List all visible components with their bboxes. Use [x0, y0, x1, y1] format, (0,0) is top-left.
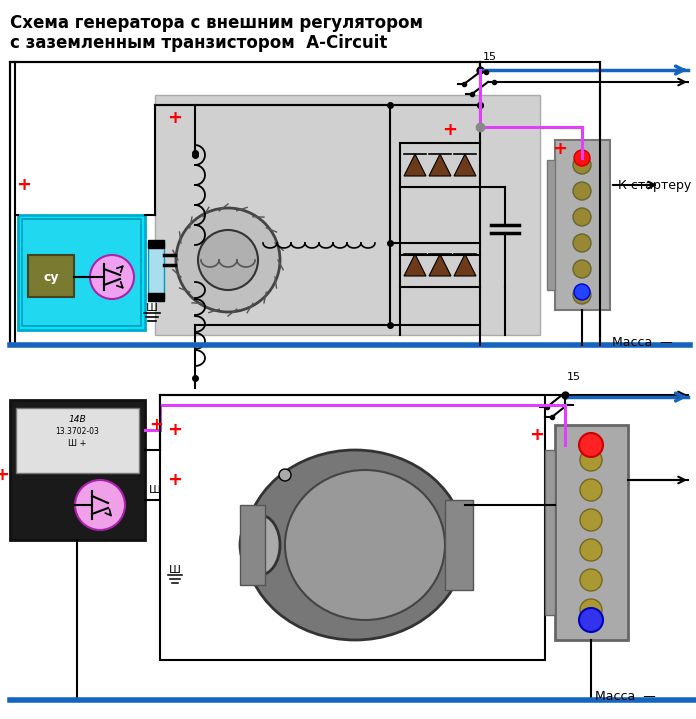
- Circle shape: [573, 260, 591, 278]
- Bar: [160, 395, 545, 660]
- Text: 14В: 14В: [68, 416, 86, 424]
- Text: Масса  —: Масса —: [612, 336, 673, 349]
- Circle shape: [580, 539, 602, 561]
- Circle shape: [580, 479, 602, 501]
- Bar: [10, 400, 145, 540]
- Text: К стартеру: К стартеру: [618, 178, 691, 191]
- Bar: [545, 450, 555, 615]
- Bar: [148, 242, 164, 300]
- Circle shape: [574, 284, 590, 300]
- Bar: [148, 240, 164, 248]
- Circle shape: [580, 449, 602, 471]
- Bar: [445, 500, 473, 590]
- Circle shape: [580, 509, 602, 531]
- Text: +: +: [149, 416, 163, 434]
- Text: Ш: Ш: [169, 565, 181, 575]
- Text: с заземленным транзистором  A-Circuit: с заземленным транзистором A-Circuit: [10, 34, 388, 52]
- Circle shape: [573, 286, 591, 304]
- Text: 13.3702-03: 13.3702-03: [55, 428, 99, 436]
- Polygon shape: [429, 154, 451, 176]
- Bar: [547, 160, 555, 290]
- Circle shape: [573, 182, 591, 200]
- Bar: [155, 95, 540, 335]
- Text: +: +: [443, 121, 457, 139]
- Text: +: +: [0, 466, 10, 484]
- Text: Ш: Ш: [149, 485, 161, 495]
- Text: Масса  —: Масса —: [595, 690, 656, 702]
- Ellipse shape: [245, 450, 465, 640]
- Circle shape: [580, 599, 602, 621]
- Circle shape: [176, 208, 280, 312]
- Circle shape: [579, 608, 603, 632]
- Text: 15: 15: [567, 372, 581, 382]
- Text: Ш: Ш: [146, 303, 158, 313]
- Text: +: +: [168, 109, 182, 127]
- Text: —: —: [433, 319, 447, 333]
- Bar: [10, 62, 600, 345]
- Circle shape: [573, 156, 591, 174]
- Polygon shape: [454, 154, 476, 176]
- Bar: [22, 219, 141, 326]
- Polygon shape: [404, 154, 426, 176]
- Circle shape: [579, 433, 603, 457]
- Circle shape: [75, 480, 125, 530]
- Text: +: +: [168, 471, 182, 489]
- Polygon shape: [429, 254, 451, 276]
- Polygon shape: [454, 254, 476, 276]
- Ellipse shape: [285, 470, 445, 620]
- Text: 15: 15: [483, 52, 497, 62]
- Bar: [240, 505, 265, 585]
- Text: +: +: [553, 140, 567, 158]
- Ellipse shape: [240, 515, 280, 575]
- Text: +: +: [530, 426, 544, 444]
- Circle shape: [279, 469, 291, 481]
- Text: Схема генератора с внешним регулятором: Схема генератора с внешним регулятором: [10, 14, 423, 32]
- Circle shape: [573, 208, 591, 226]
- Bar: [555, 425, 628, 640]
- Text: +: +: [168, 421, 182, 439]
- Bar: [28, 255, 74, 297]
- Circle shape: [574, 150, 590, 166]
- Text: Ш +: Ш +: [68, 439, 86, 449]
- Text: су: су: [43, 270, 58, 283]
- Bar: [555, 140, 610, 310]
- Circle shape: [573, 234, 591, 252]
- Text: +: +: [17, 176, 31, 194]
- Circle shape: [580, 569, 602, 591]
- Circle shape: [198, 230, 258, 290]
- Circle shape: [90, 255, 134, 299]
- Bar: [18, 215, 145, 330]
- Bar: [16, 408, 139, 473]
- Bar: [148, 293, 164, 301]
- Polygon shape: [404, 254, 426, 276]
